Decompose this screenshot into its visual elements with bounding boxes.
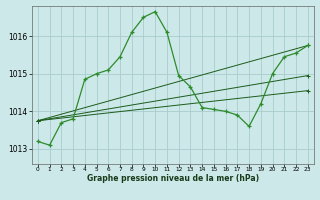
X-axis label: Graphe pression niveau de la mer (hPa): Graphe pression niveau de la mer (hPa) xyxy=(87,174,259,183)
